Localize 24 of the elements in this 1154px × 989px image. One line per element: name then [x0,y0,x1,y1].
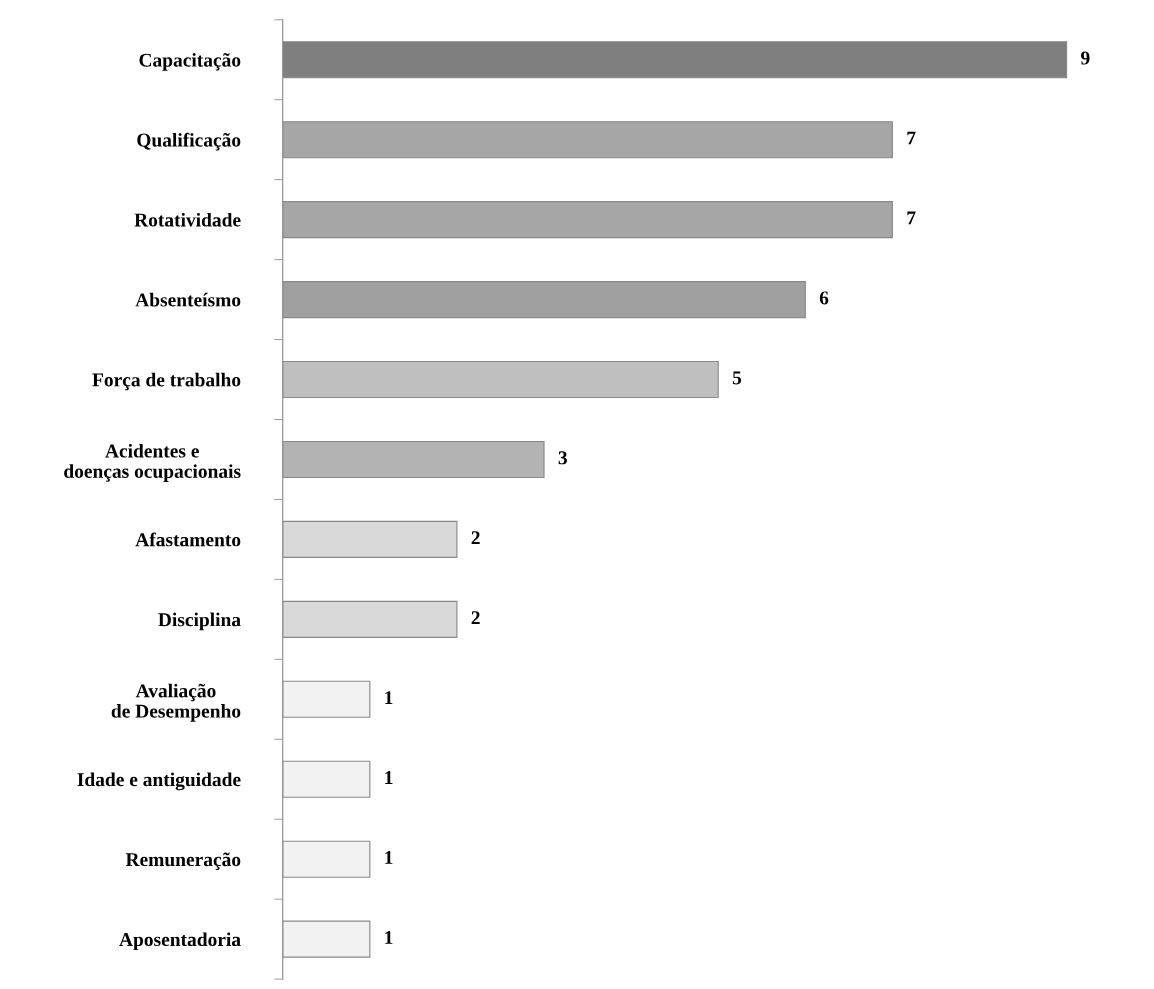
y-tick-label: Absenteísmo [135,292,241,307]
data-label: 2 [471,531,480,545]
y-tick-label: Acidentes e doenças ocupacionais [64,443,241,482]
y-tick-label: Remuneração [125,852,241,870]
data-label: 6 [819,291,829,305]
data-label: 9 [1081,51,1090,65]
y-tick-label: Idade e antiguidade [77,772,241,791]
data-label: 1 [385,691,393,704]
data-label: 7 [907,131,916,145]
y-tick-label: Afastamento [135,532,241,547]
data-label: 1 [385,930,393,944]
y-tick-label: Disciplina [158,612,241,631]
data-label: 2 [471,611,480,625]
y-tick-label: Qualificação [137,132,241,151]
data-label: 1 [385,851,393,864]
y-tick-label: Capacitação [139,52,241,71]
data-label: 5 [732,371,742,385]
y-tick-label: Aposentadoria [119,932,241,951]
data-label: 3 [558,451,567,465]
data-label: 7 [907,211,916,225]
y-tick-label: Avaliação de Desempenho [111,683,241,722]
y-tick-label: Força de trabalho [92,372,241,391]
data-label: 1 [385,771,393,784]
y-tick-label: Rotatividade [134,212,241,227]
